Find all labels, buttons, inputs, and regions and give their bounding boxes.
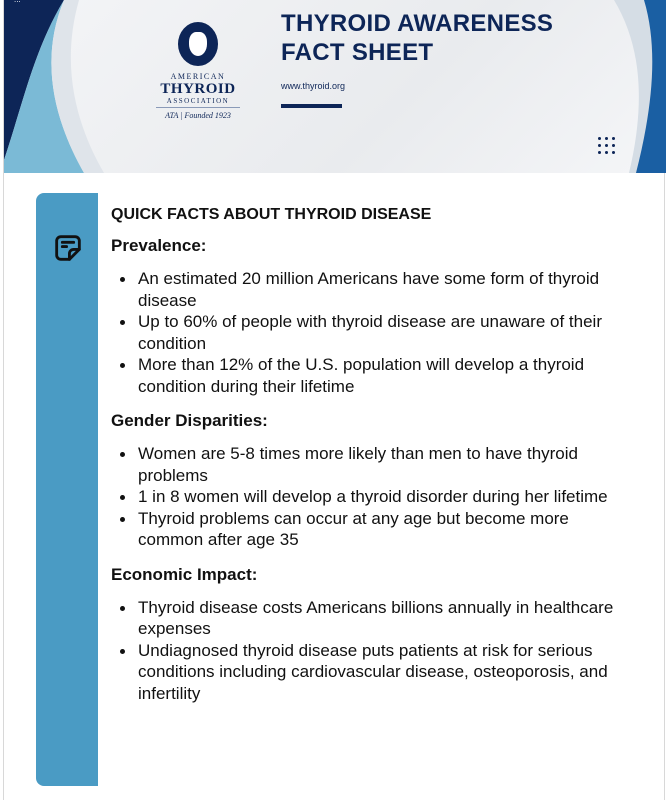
subsection-title: Gender Disparities: — [111, 411, 268, 430]
fact-list: An estimated 20 million Americans have s… — [111, 268, 631, 397]
list-item: Thyroid disease costs Americans billions… — [111, 597, 631, 640]
thyroid-logo-icon — [178, 22, 218, 66]
list-item: Women are 5-8 times more likely than men… — [111, 443, 631, 486]
list-item: More than 12% of the U.S. population wil… — [111, 354, 631, 397]
title-line: FACT SHEET — [281, 39, 434, 66]
logo-text: ASSOCIATION — [156, 97, 240, 108]
dots-grid-icon — [598, 137, 615, 154]
svg-text:...: ... — [14, 0, 21, 4]
sticky-note-icon — [55, 235, 81, 261]
list-item: 1 in 8 women will develop a thyroid diso… — [111, 486, 631, 508]
page-title: THYROID AWARENESS FACT SHEET — [281, 9, 553, 67]
list-item: Thyroid problems can occur at any age bu… — [111, 508, 631, 551]
subsection-title: Economic Impact: — [111, 564, 258, 584]
list-item: Undiagnosed thyroid disease puts patient… — [111, 640, 631, 705]
header-decoration: ... — [4, 0, 666, 173]
logo-text: THYROID — [160, 81, 236, 97]
header-banner: ... AMERICAN THYROID ASSOCIATION ATA | F… — [4, 0, 666, 173]
fact-list: Women are 5-8 times more likely than men… — [111, 443, 631, 551]
fact-list: Thyroid disease costs Americans billions… — [111, 597, 631, 705]
list-item: Up to 60% of people with thyroid disease… — [111, 311, 631, 354]
section-heading: QUICK FACTS ABOUT THYROID DISEASE — [111, 206, 432, 223]
ata-logo: AMERICAN THYROID ASSOCIATION ATA | Found… — [156, 22, 240, 120]
list-item: An estimated 20 million Americans have s… — [111, 268, 631, 311]
facts-content: QUICK FACTS ABOUT THYROID DISEASE Preval… — [111, 206, 631, 718]
title-underline — [281, 104, 342, 108]
title-line: THYROID AWARENESS — [281, 10, 554, 37]
logo-text: AMERICAN — [170, 72, 226, 81]
fact-sheet-page: ... AMERICAN THYROID ASSOCIATION ATA | F… — [3, 0, 666, 800]
subsection-title: Prevalence: — [111, 236, 207, 255]
sidebar-accent — [36, 193, 98, 786]
website-link[interactable]: www.thyroid.org — [281, 81, 346, 91]
logo-text: ATA | Founded 1923 — [165, 111, 231, 120]
